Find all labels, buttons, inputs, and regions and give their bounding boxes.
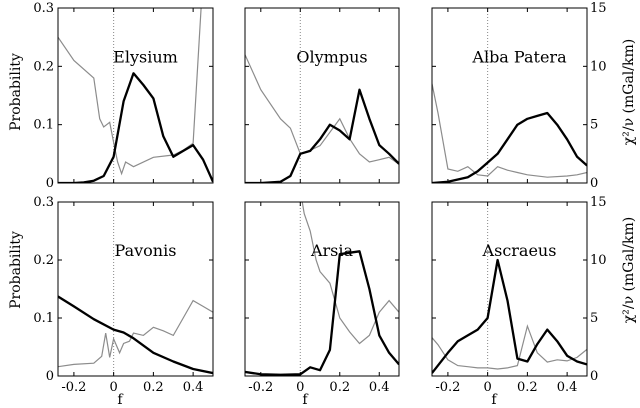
y-tick-label-left: 0 xyxy=(46,176,54,191)
x-tick-label: 0.2 xyxy=(329,380,350,395)
y-axis-label-left-bottom: Probability xyxy=(8,231,24,309)
y-tick-label-right: 0 xyxy=(590,369,598,384)
x-axis-label-col2: f xyxy=(302,392,309,408)
x-tick-label: -0.2 xyxy=(248,380,273,395)
probability-line-alba-patera xyxy=(432,111,587,183)
x-axis-label-col3: f xyxy=(491,392,498,408)
panel-pavonis: -0.2 0 0.2 0.4 0 0.1 0.2 0.3 Pavonis xyxy=(33,195,214,395)
chi2-line-elysium xyxy=(58,8,202,176)
x-tick-label: 0 xyxy=(110,380,118,395)
y-tick-label-right: 5 xyxy=(590,118,598,133)
chi2-line-arsia xyxy=(301,202,399,345)
y-tick-label-left: 0.1 xyxy=(33,118,54,133)
probability-line-elysium xyxy=(58,72,213,183)
y-tick-label-right: 5 xyxy=(590,311,598,326)
y-axis-label-right-bottom: χ²/ν (mGal/km) xyxy=(621,217,637,323)
axes-frame-arsia xyxy=(244,201,400,377)
chi2-line-pavonis xyxy=(58,299,213,368)
panel-label-alba-patera: Alba Patera xyxy=(471,47,567,66)
x-axis-label-col1: f xyxy=(117,392,124,408)
x-tick-label: 0.4 xyxy=(369,380,390,395)
panel-label-pavonis: Pavonis xyxy=(115,241,177,260)
panel-alba-patera: 0 5 10 15 Alba Patera xyxy=(431,1,607,191)
axes-frame-elysium xyxy=(57,7,214,184)
panel-label-elysium: Elysium xyxy=(113,47,178,66)
panels-group: 0 0.1 0.2 0.3 Elysium Olympus 0 5 10 15 Alba Pater… xyxy=(33,1,607,395)
y-tick-label-right: 15 xyxy=(590,1,607,16)
x-tick-label: -0.2 xyxy=(435,380,460,395)
panel-label-arsia: Arsia xyxy=(310,241,354,260)
axes-frame-pavonis xyxy=(57,201,214,377)
y-axis-label-right-top: χ²/ν (mGal/km) xyxy=(621,39,637,145)
x-tick-label: 0.2 xyxy=(517,380,538,395)
y-tick-label-left: 0.3 xyxy=(33,195,54,210)
y-tick-label-right: 10 xyxy=(590,59,607,74)
y-tick-label-left: 0.2 xyxy=(33,253,54,268)
y-tick-label-right: 10 xyxy=(590,253,607,268)
axes-frame-ascraeus xyxy=(431,201,588,377)
panel-olympus: Olympus xyxy=(244,7,400,184)
y-axis-label-left-top: Probability xyxy=(8,53,24,131)
probability-line-ascraeus xyxy=(432,258,587,374)
panel-label-ascraeus: Ascraeus xyxy=(482,241,557,260)
y-tick-label-left: 0.1 xyxy=(33,311,54,326)
probability-line-pavonis xyxy=(58,295,213,375)
panel-label-olympus: Olympus xyxy=(296,47,367,66)
panel-elysium: 0 0.1 0.2 0.3 Elysium xyxy=(33,1,214,191)
x-tick-label: 0 xyxy=(484,380,492,395)
probability-line-arsia xyxy=(245,250,399,376)
y-tick-label-right: 15 xyxy=(590,195,607,210)
chi2-line-alba-patera xyxy=(432,83,587,178)
y-tick-label-left: 0.3 xyxy=(33,1,54,16)
y-tick-label-right: 0 xyxy=(590,176,598,191)
x-tick-label: 0.4 xyxy=(183,380,204,395)
probability-line-olympus xyxy=(245,88,399,183)
x-tick-label: 0 xyxy=(296,380,304,395)
x-tick-label: -0.2 xyxy=(61,380,86,395)
axes-frame-alba-patera xyxy=(431,7,588,184)
y-tick-label-left: 0.2 xyxy=(33,59,54,74)
x-tick-label: 0.4 xyxy=(557,380,578,395)
chi2-line-olympus xyxy=(245,54,399,165)
x-tick-label: 0.2 xyxy=(143,380,164,395)
chi2-line-ascraeus xyxy=(432,324,587,370)
y-tick-label-left: 0 xyxy=(46,369,54,384)
panel-arsia: -0.2 0 0.2 0.4 Arsia xyxy=(244,201,400,395)
axes-frame-olympus xyxy=(244,7,400,184)
panel-ascraeus: -0.2 0 0.2 0.4 0 5 10 15 Ascraeus xyxy=(431,195,607,395)
